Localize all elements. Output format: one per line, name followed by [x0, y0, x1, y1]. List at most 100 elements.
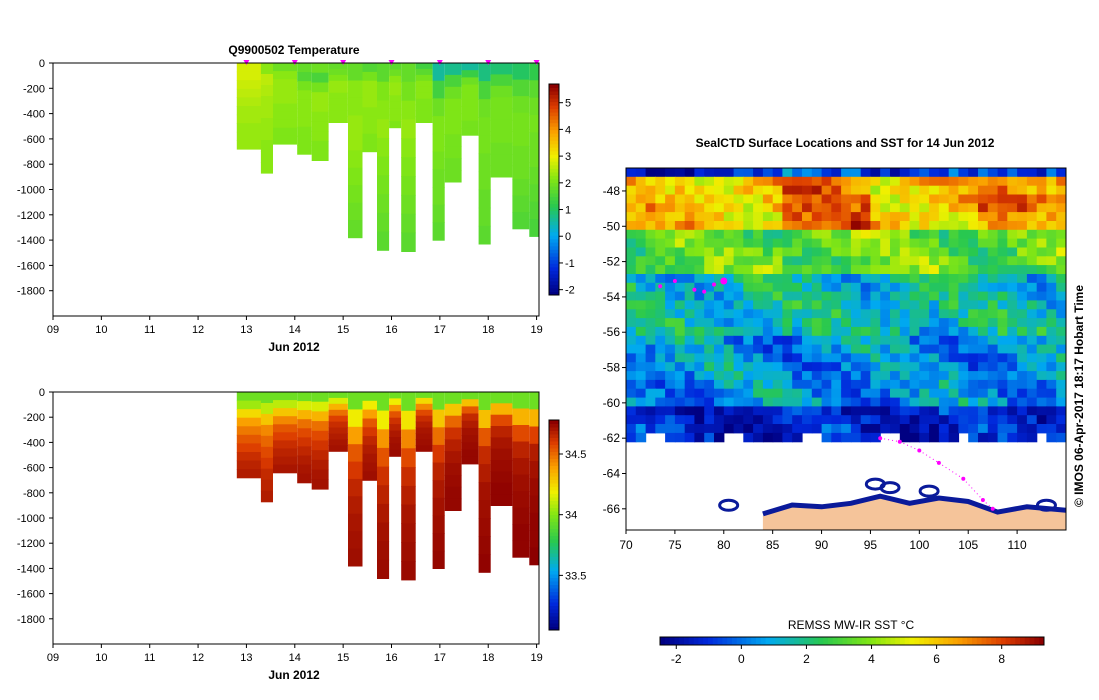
- profile-cell: [348, 478, 363, 497]
- profile-cell: [389, 101, 402, 109]
- y-tick-label: -200: [23, 83, 45, 95]
- profile-cell: [512, 195, 530, 213]
- sst-cell: [684, 291, 696, 301]
- profile-cell: [432, 151, 445, 170]
- sst-cell: [704, 229, 715, 240]
- sst-cell: [811, 247, 823, 257]
- sst-cell: [723, 406, 735, 416]
- sst-cell: [890, 176, 901, 187]
- sst-cell: [635, 300, 647, 310]
- sst-cell: [626, 265, 637, 275]
- sst-cell: [968, 371, 979, 381]
- profile-cell: [348, 531, 363, 550]
- colorbar-segment: [808, 637, 815, 645]
- profile-cell: [273, 95, 298, 105]
- colorbar-tick-label: 1: [565, 205, 571, 217]
- profile-cell: [415, 116, 433, 123]
- sst-cell: [772, 194, 784, 204]
- sst-cell: [1036, 238, 1048, 248]
- profile-cell: [260, 403, 273, 415]
- colorbar-segment: [549, 595, 559, 599]
- colorbar-segment: [967, 637, 973, 645]
- sst-cell: [899, 371, 911, 381]
- sst-cell: [665, 229, 676, 240]
- colorbar-segment: [549, 91, 559, 95]
- profile-cell: [377, 212, 390, 233]
- sst-cell: [899, 379, 911, 390]
- colorbar-segment: [549, 214, 559, 219]
- sst-cell: [782, 415, 793, 425]
- sst-cell: [792, 362, 803, 372]
- sst-cell: [635, 388, 647, 399]
- sst-cell: [704, 265, 715, 275]
- sst-cell: [987, 291, 999, 301]
- sst-cell: [694, 247, 705, 257]
- colorbar-segment: [549, 238, 559, 243]
- sst-cell: [919, 335, 930, 346]
- sst-cell: [635, 291, 647, 301]
- profile-cell: [478, 518, 491, 537]
- lat-tick-label: -64: [603, 466, 621, 480]
- colorbar-segment: [549, 224, 559, 229]
- colorbar-segment: [679, 637, 685, 645]
- sst-cell: [626, 176, 637, 187]
- profile-cell: [328, 433, 348, 440]
- colorbar-segment: [741, 637, 747, 645]
- profile-cell: [362, 89, 377, 100]
- sst-cell: [723, 379, 735, 390]
- sst-cell: [929, 397, 940, 407]
- sst-cell: [635, 168, 647, 178]
- sst-cell: [997, 256, 1008, 266]
- sst-cell: [929, 256, 940, 266]
- y-tick-label: -600: [23, 134, 45, 146]
- profile-cell: [461, 442, 479, 451]
- sst-cell: [850, 168, 862, 178]
- sst-cell: [1017, 362, 1028, 372]
- sst-cell: [802, 176, 813, 187]
- sst-cell: [743, 326, 754, 337]
- profile-cell: [461, 106, 479, 115]
- sst-cell: [978, 168, 989, 178]
- profile-cell: [297, 81, 312, 91]
- sst-cell: [870, 229, 881, 240]
- profile-cell: [260, 457, 273, 470]
- sst-cell: [645, 344, 656, 354]
- profile-cell: [311, 469, 329, 480]
- sst-cell: [665, 344, 676, 354]
- sst-cell: [821, 194, 832, 204]
- sst-cell: [665, 415, 676, 425]
- sst-cell: [645, 397, 656, 407]
- sst-cell: [1026, 415, 1038, 425]
- sst-cell: [772, 406, 784, 416]
- sst-cell: [635, 335, 647, 346]
- profile-cell: [444, 122, 462, 135]
- salinity-x-label: Jun 2012: [268, 668, 320, 682]
- sst-cell: [890, 318, 901, 328]
- sst-map-panel: SealCTD Surface Locations and SST for 14…: [603, 136, 1086, 666]
- sst-cell: [811, 194, 823, 204]
- seal-location: [712, 282, 716, 287]
- profile-cell: [328, 392, 348, 399]
- sst-cell: [841, 203, 852, 213]
- profile-cell: [401, 176, 416, 196]
- profile-cell: [478, 81, 491, 100]
- sst-cell: [831, 335, 842, 346]
- sst-cell: [850, 203, 862, 213]
- sst-cell: [938, 221, 950, 231]
- profile-cell: [415, 439, 433, 446]
- sst-cell: [850, 176, 862, 187]
- sst-cell: [870, 344, 881, 354]
- sst-cell: [704, 300, 715, 310]
- profile-cell: [444, 498, 462, 511]
- sst-cell: [821, 406, 832, 416]
- sst-cell: [704, 397, 715, 407]
- sst-cell: [772, 247, 784, 257]
- sst-cell: [909, 265, 920, 275]
- sst-cell: [635, 344, 647, 354]
- sst-cell: [870, 362, 881, 372]
- sst-cell: [938, 185, 950, 196]
- sst-cell: [831, 176, 842, 187]
- sst-cell: [714, 406, 725, 416]
